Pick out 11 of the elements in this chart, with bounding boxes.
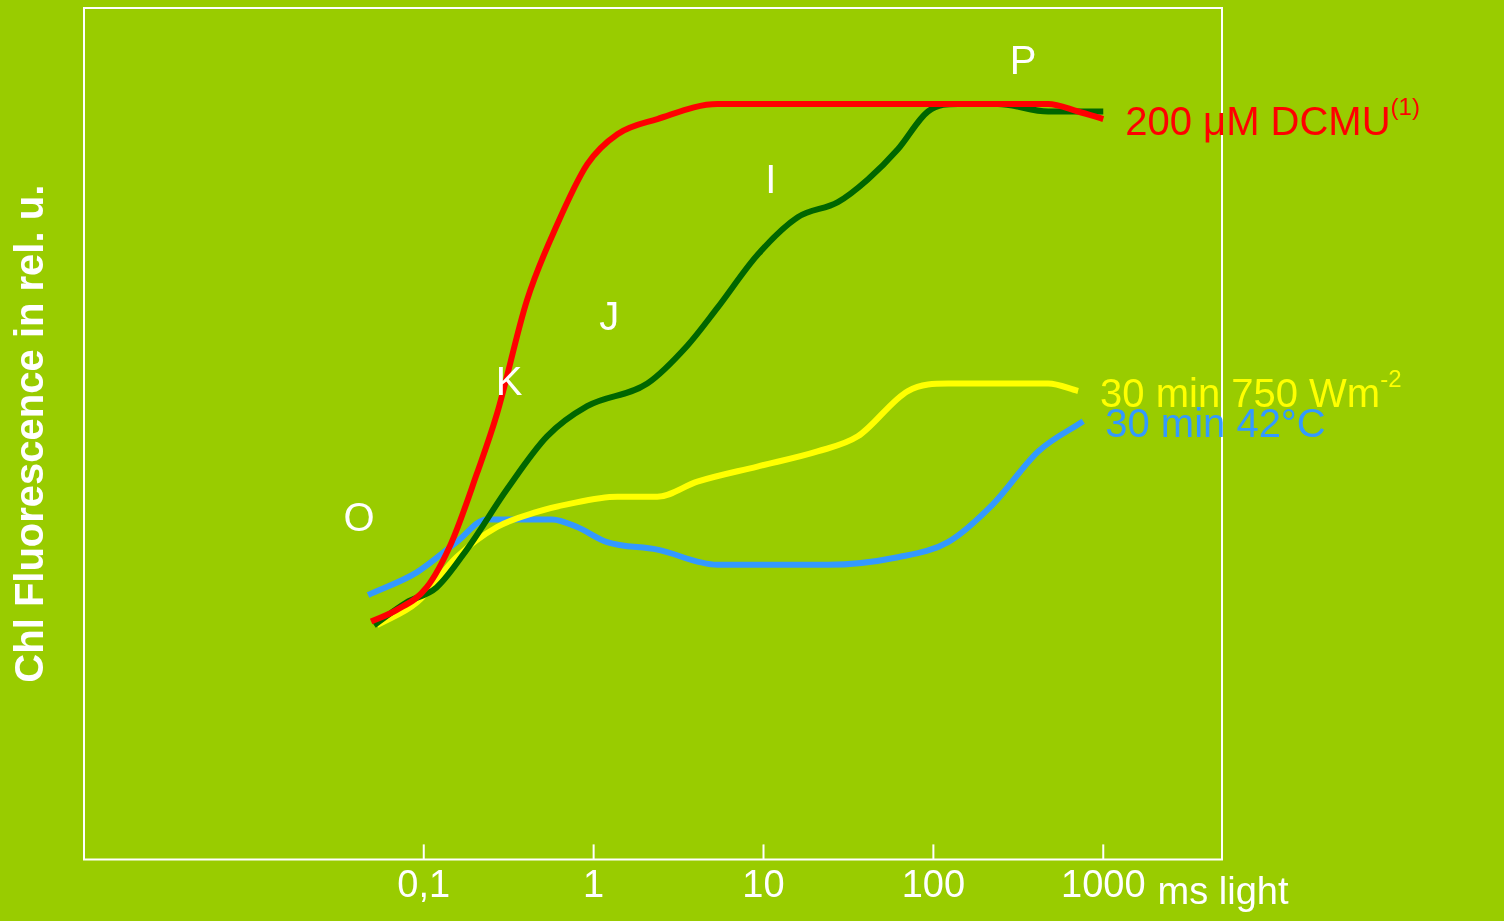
y-axis-title: Chl Fluorescence in rel. u.: [7, 184, 52, 683]
x-tick-label: 0,1: [397, 862, 451, 905]
annotation: O: [343, 495, 375, 540]
x-tick-label: 100: [901, 862, 966, 905]
annotation: J: [599, 294, 620, 339]
annotation: I: [765, 157, 777, 202]
x-tick-label: 10: [742, 862, 785, 905]
x-tick-label: 1: [583, 862, 605, 905]
x-axis-title: ms light: [1157, 869, 1289, 912]
annotation: P: [1009, 37, 1037, 82]
x-tick-label: 1000: [1060, 862, 1146, 905]
